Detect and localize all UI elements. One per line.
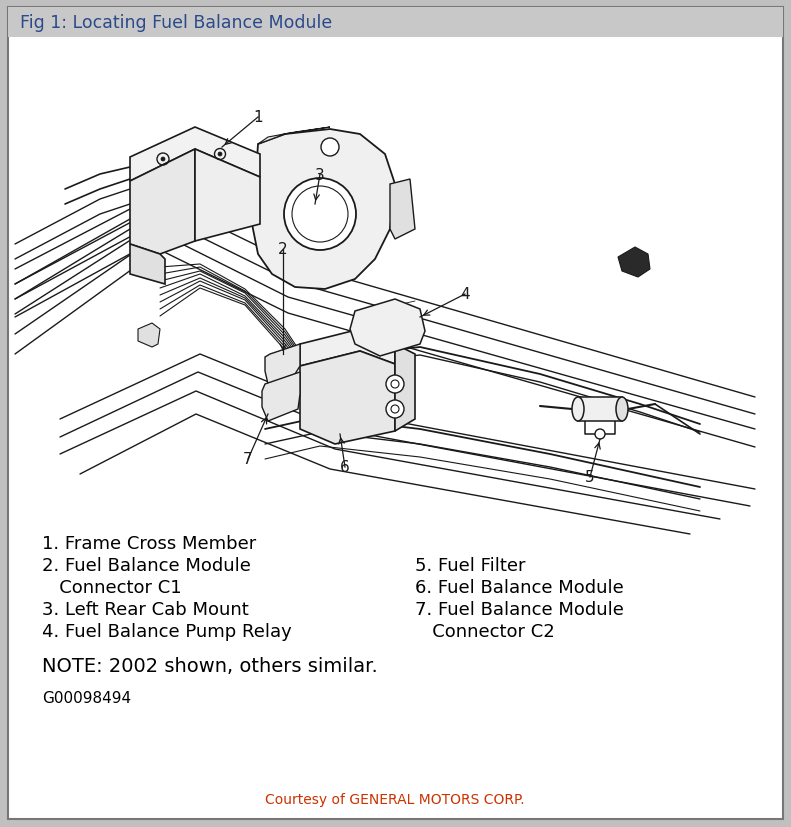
Text: 6: 6 [340, 460, 350, 475]
Polygon shape [395, 345, 415, 432]
Text: G00098494: G00098494 [42, 691, 131, 705]
Text: 1: 1 [253, 110, 263, 126]
Polygon shape [262, 372, 300, 422]
Polygon shape [252, 130, 395, 289]
Text: Fig 1: Locating Fuel Balance Module: Fig 1: Locating Fuel Balance Module [20, 14, 332, 32]
Polygon shape [350, 299, 425, 356]
Text: 7: 7 [243, 452, 253, 467]
Ellipse shape [572, 398, 584, 422]
Text: Connector C1: Connector C1 [42, 578, 182, 596]
Text: 7. Fuel Balance Module: 7. Fuel Balance Module [415, 600, 624, 619]
Text: 6. Fuel Balance Module: 6. Fuel Balance Module [415, 578, 624, 596]
Circle shape [218, 153, 222, 157]
Circle shape [321, 139, 339, 157]
FancyBboxPatch shape [8, 8, 783, 38]
Polygon shape [130, 150, 195, 255]
Text: 5: 5 [585, 470, 595, 485]
Ellipse shape [616, 398, 628, 422]
Text: Connector C2: Connector C2 [415, 622, 554, 640]
Text: 3: 3 [315, 167, 325, 182]
Text: 4: 4 [460, 287, 470, 302]
Text: Courtesy of GENERAL MOTORS CORP.: Courtesy of GENERAL MOTORS CORP. [265, 792, 524, 806]
Text: 5. Fuel Filter: 5. Fuel Filter [415, 557, 525, 574]
Polygon shape [195, 150, 260, 241]
Polygon shape [390, 179, 415, 240]
Circle shape [386, 400, 404, 418]
Circle shape [284, 179, 356, 251]
Polygon shape [258, 128, 330, 145]
Circle shape [595, 429, 605, 439]
Polygon shape [130, 245, 165, 284]
Polygon shape [300, 351, 395, 444]
Polygon shape [618, 248, 650, 278]
Polygon shape [138, 323, 160, 347]
Circle shape [386, 375, 404, 394]
FancyBboxPatch shape [8, 8, 783, 819]
Text: 1. Frame Cross Member: 1. Frame Cross Member [42, 534, 256, 552]
Circle shape [161, 158, 165, 162]
Text: 2. Fuel Balance Module: 2. Fuel Balance Module [42, 557, 251, 574]
Polygon shape [130, 128, 260, 182]
Text: 3. Left Rear Cab Mount: 3. Left Rear Cab Mount [42, 600, 248, 619]
Text: NOTE: 2002 shown, others similar.: NOTE: 2002 shown, others similar. [42, 656, 378, 675]
Polygon shape [300, 330, 395, 366]
Text: 2: 2 [278, 242, 288, 257]
Polygon shape [265, 345, 300, 385]
Text: 4. Fuel Balance Pump Relay: 4. Fuel Balance Pump Relay [42, 622, 292, 640]
Polygon shape [578, 398, 622, 422]
